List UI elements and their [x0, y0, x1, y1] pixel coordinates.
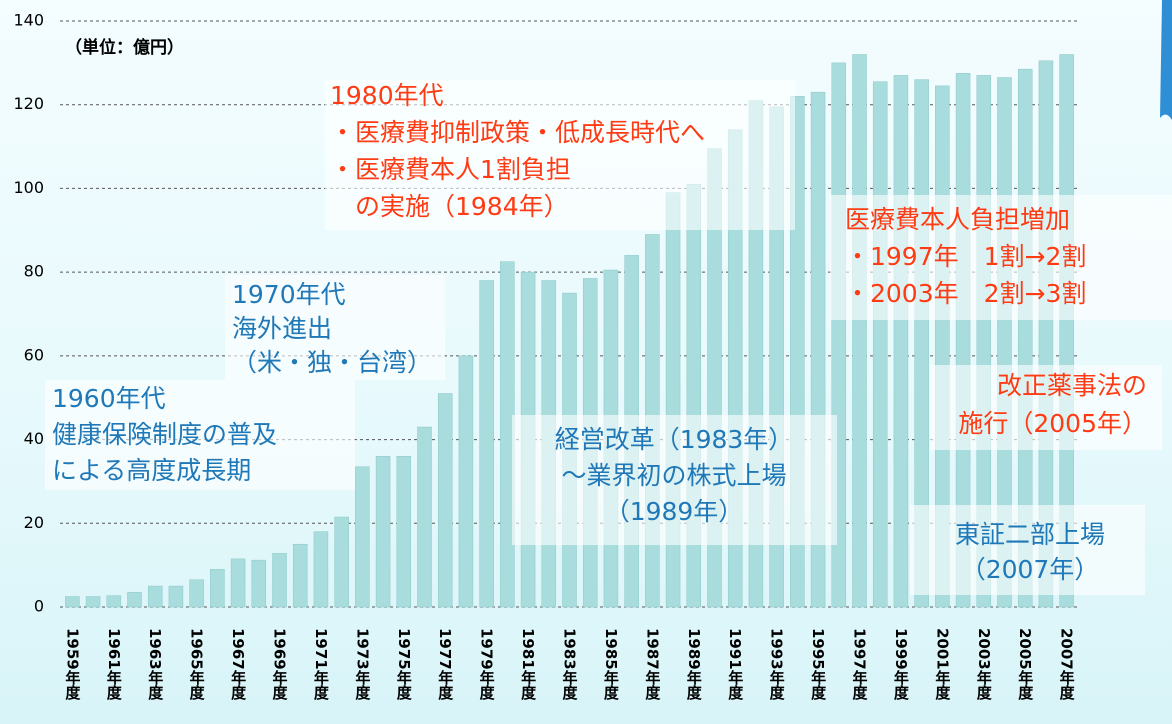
y-tick-label: 120	[13, 94, 44, 113]
annotation-box	[910, 505, 1145, 595]
annotation-box	[512, 415, 837, 545]
x-tick-label: 1975年度	[394, 628, 413, 700]
bar	[272, 553, 287, 608]
bar	[872, 81, 888, 608]
annotation-box	[930, 365, 1162, 450]
x-tick-label: 1979年度	[477, 628, 496, 700]
annotation-box	[225, 275, 445, 380]
annotation-text: ・2003年 2割→3割	[845, 279, 1086, 308]
bar	[852, 54, 867, 608]
bar	[168, 585, 184, 608]
annotation-text: （米・独・台湾）	[232, 348, 432, 377]
annotation-text: 施行（2005年）	[958, 409, 1147, 438]
bar	[355, 466, 370, 608]
x-tick-label: 1993年度	[767, 628, 786, 700]
annotation-text: 医療費本人負担増加	[845, 205, 1070, 234]
annotation-text: の実施（1984年）	[330, 192, 569, 221]
bar	[251, 559, 267, 608]
x-tick-label: 1999年度	[891, 628, 910, 700]
y-tick-label: 0	[34, 597, 44, 616]
bar	[292, 543, 308, 608]
x-tick-label: 1985年度	[601, 628, 620, 700]
bar	[230, 558, 246, 608]
annotation-text: 1960年代	[52, 384, 166, 413]
annotation-text: （1989年）	[605, 497, 744, 526]
annotation-text: ～業界初の株式上場	[561, 461, 786, 490]
y-tick-label: 20	[24, 513, 44, 532]
annotation-text: 経営改革（1983年）	[555, 425, 794, 454]
annotation-text: 健康保険制度の普及	[52, 420, 277, 449]
x-tick-label: 1991年度	[726, 628, 745, 700]
bar	[127, 592, 142, 608]
x-tick-label: 1967年度	[229, 628, 248, 700]
y-tick-label: 40	[24, 429, 44, 448]
bar	[479, 280, 494, 608]
bar	[1059, 54, 1074, 608]
bar	[85, 596, 101, 608]
x-tick-label: 2003年度	[974, 628, 993, 700]
annotation-text: ・医療費本人1割負担	[330, 155, 571, 184]
annotation-text: 東証二部上場	[955, 520, 1105, 549]
annotation-text: ・医療費抑制政策・低成長時代へ	[330, 118, 705, 147]
bar	[893, 75, 909, 608]
x-tick-label: 1959年度	[63, 628, 82, 700]
x-tick-label: 1961年度	[104, 628, 123, 700]
annotation-text: 1970年代	[232, 280, 346, 309]
corner-decoration	[1160, 0, 1172, 120]
y-tick-label: 140	[13, 11, 44, 30]
x-tick-label: 1971年度	[311, 628, 330, 700]
y-tick-label: 80	[24, 262, 44, 281]
x-tick-label: 1983年度	[560, 628, 579, 700]
bar	[437, 393, 453, 608]
annotation-box	[45, 380, 355, 490]
annotation-box	[325, 80, 795, 230]
bar	[147, 585, 163, 608]
annotation-text: ・1997年 1割→2割	[845, 242, 1086, 271]
annotation-box	[830, 195, 1172, 320]
bar	[375, 456, 391, 608]
y-tick-label: 60	[24, 345, 44, 364]
bar	[65, 596, 80, 608]
bar	[334, 516, 349, 608]
x-tick-label: 1977年度	[436, 628, 455, 700]
bar	[189, 579, 204, 608]
x-tick-label: 1989年度	[684, 628, 703, 700]
x-tick-label: 1973年度	[353, 628, 372, 700]
bar	[106, 595, 122, 608]
x-tick-label: 2001年度	[933, 628, 952, 700]
x-tick-label: 1987年度	[643, 628, 662, 700]
bar	[417, 426, 432, 608]
x-tick-label: 1981年度	[519, 628, 538, 700]
x-tick-label: 1965年度	[187, 628, 206, 700]
bar	[458, 355, 474, 608]
annotation-text: 1980年代	[330, 81, 444, 110]
bar	[396, 456, 412, 608]
x-tick-label: 1969年度	[270, 628, 289, 700]
x-tick-label: 1997年度	[850, 628, 869, 700]
bar	[210, 569, 225, 608]
annotation-text: （2007年）	[961, 555, 1100, 584]
x-tick-label: 2007年度	[1057, 628, 1076, 700]
unit-label: （単位：億円）	[65, 37, 184, 58]
y-tick-label: 100	[13, 178, 44, 197]
x-tick-label: 1963年度	[146, 628, 165, 700]
bar	[313, 531, 329, 608]
x-tick-label: 1995年度	[809, 628, 828, 700]
annotation-text: による高度成長期	[52, 456, 251, 485]
annotation-text: 海外進出	[232, 314, 332, 343]
annotation-text: 改正薬事法の	[997, 371, 1147, 400]
x-tick-label: 2005年度	[1016, 628, 1035, 700]
